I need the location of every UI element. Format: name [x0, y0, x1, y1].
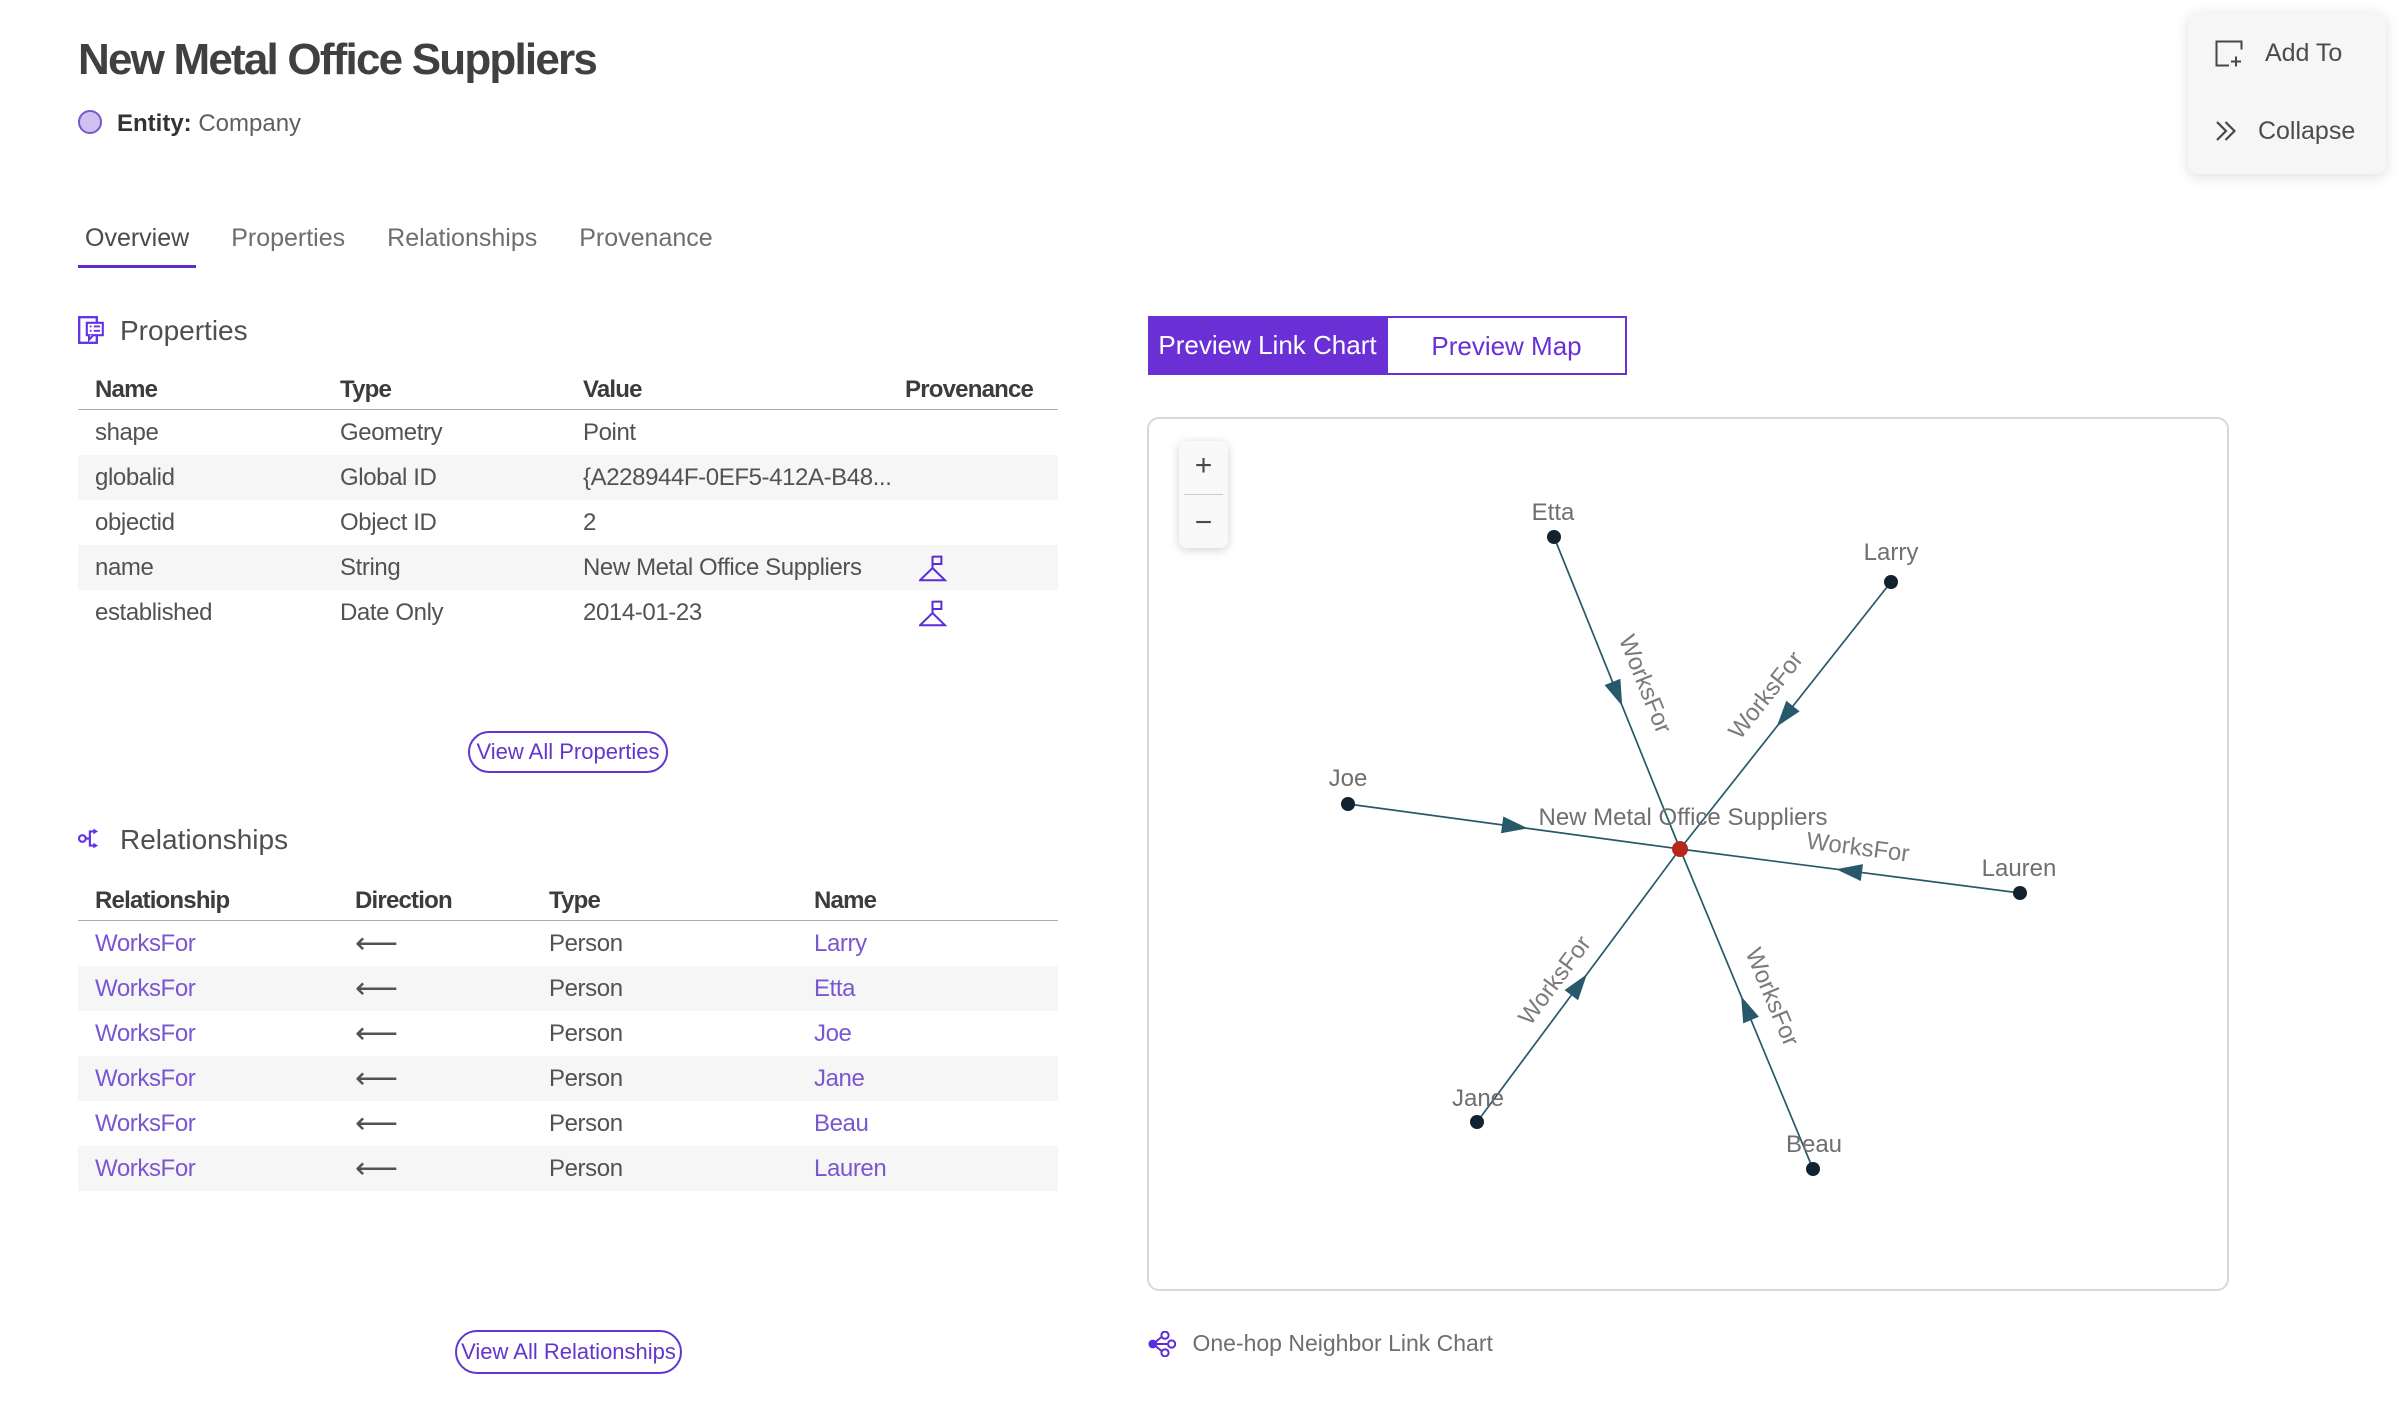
svg-text:Etta: Etta — [1532, 499, 1575, 526]
svg-text:WorksFor: WorksFor — [1723, 646, 1808, 744]
svg-text:Beau: Beau — [1786, 1131, 1842, 1158]
svg-text:Joe: Joe — [1329, 765, 1368, 792]
svg-text:Jane: Jane — [1452, 1085, 1504, 1112]
svg-text:Larry: Larry — [1864, 539, 1919, 566]
svg-text:New Metal Office Suppliers: New Metal Office Suppliers — [1538, 804, 1827, 831]
svg-text:WorksFor: WorksFor — [1613, 631, 1677, 737]
svg-text:WorksFor: WorksFor — [1805, 828, 1911, 868]
svg-text:Lauren: Lauren — [1982, 855, 2057, 882]
svg-text:WorksFor: WorksFor — [1740, 944, 1805, 1050]
